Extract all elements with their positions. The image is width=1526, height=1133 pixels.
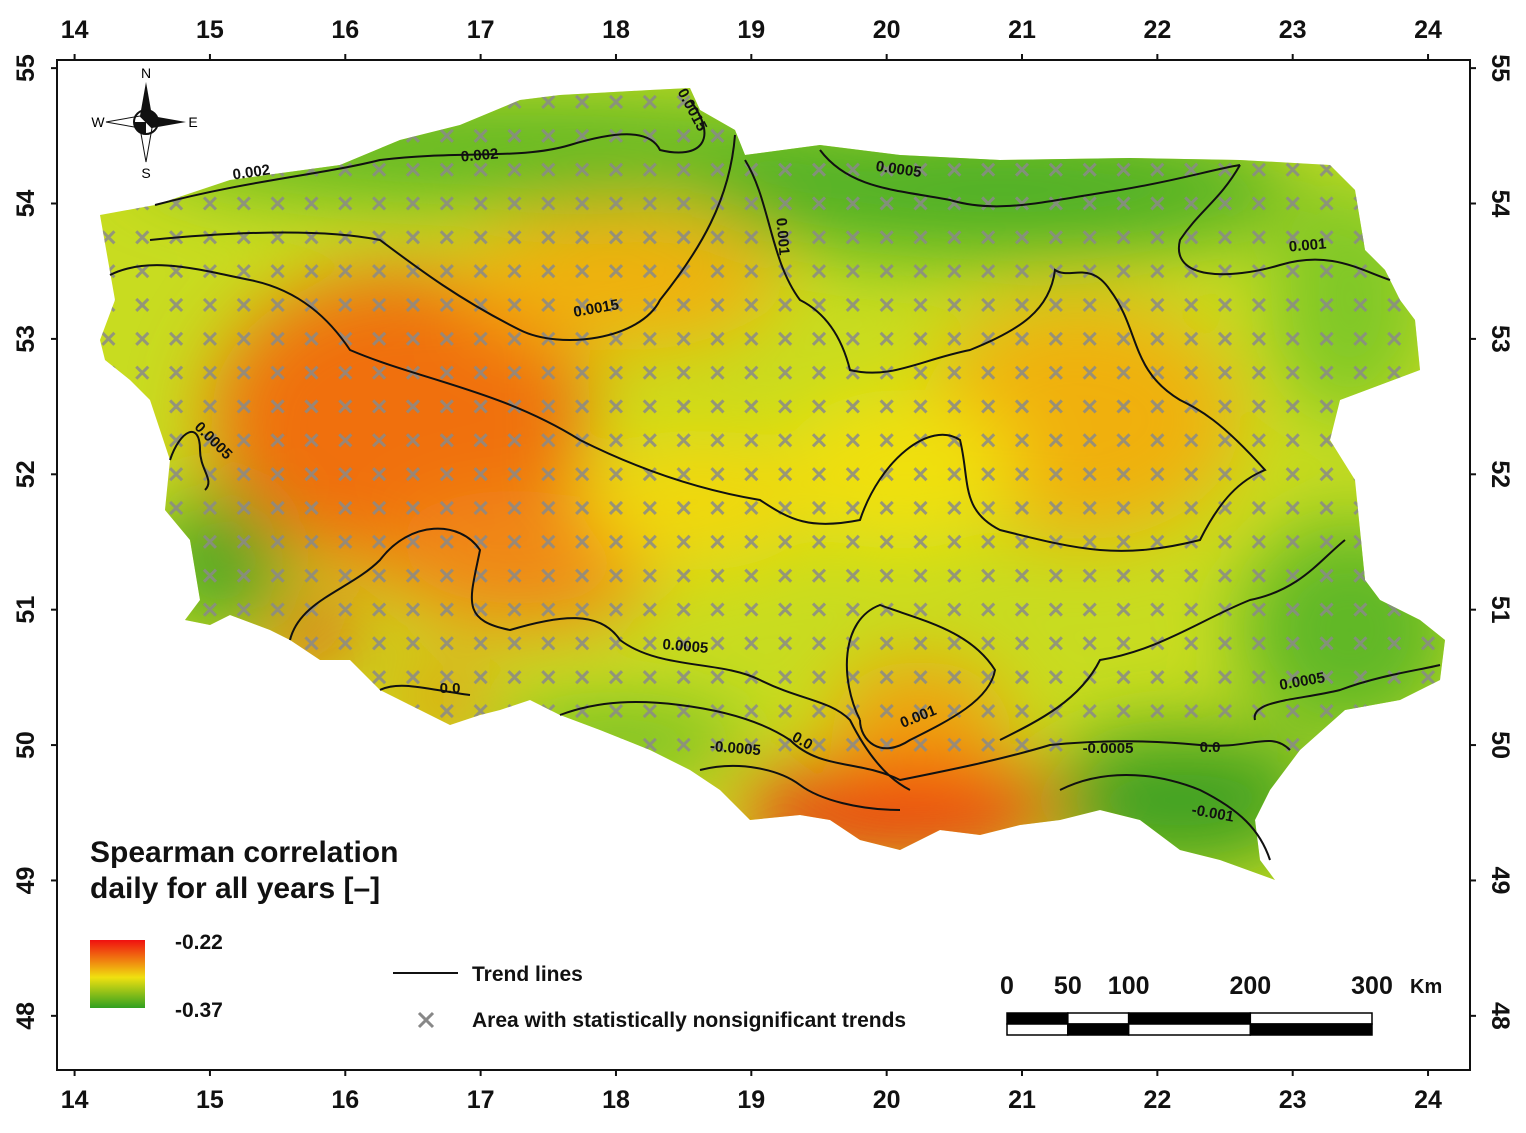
scale-unit: Km <box>1410 976 1442 998</box>
y-tick-label: 54 <box>12 190 40 218</box>
y-tick-label: 53 <box>1486 325 1514 353</box>
x-tick-label: 21 <box>1008 1086 1036 1114</box>
scale-segment <box>1067 1012 1130 1025</box>
x-tick-label: 22 <box>1143 1086 1171 1114</box>
x-tick-label: 20 <box>873 16 901 44</box>
y-tick-label: 52 <box>12 460 40 488</box>
x-tick-label: 16 <box>331 16 359 44</box>
contour-label: 0.0 <box>440 680 461 697</box>
scale-label: 300 <box>1351 972 1393 1000</box>
compass-w: W <box>91 114 105 130</box>
x-tick-label: 19 <box>737 1086 765 1114</box>
compass-e: E <box>188 114 197 130</box>
x-tick-label: 24 <box>1414 16 1442 44</box>
contour-label: 0.001 <box>1288 235 1327 255</box>
contour-label: 0.001 <box>772 217 792 256</box>
x-tick-label: 18 <box>602 1086 630 1114</box>
y-tick-label: 51 <box>1486 596 1514 624</box>
trend-lines <box>109 99 1441 861</box>
scale-bar: Km 0 50 100 200 300 <box>1000 972 1442 1036</box>
x-tick-label: 23 <box>1279 1086 1307 1114</box>
scale-segment <box>1127 1023 1252 1036</box>
contour-label: -0.0005 <box>709 738 761 759</box>
map-frame <box>56 59 1471 1071</box>
legend-nonsignificant: Area with statistically nonsignificant t… <box>472 1009 906 1032</box>
y-tick-label: 50 <box>1486 731 1514 759</box>
contour-label: -0.0005 <box>1083 740 1134 757</box>
contour-label: 0.0005 <box>662 636 709 657</box>
y-tick-label: 55 <box>12 54 40 82</box>
scale-segment <box>1249 1012 1373 1025</box>
scale-segment <box>1067 1023 1130 1036</box>
x-tick-label: 21 <box>1008 16 1036 44</box>
scale-segment <box>1006 1012 1069 1025</box>
y-tick-label: 54 <box>1486 190 1514 218</box>
x-tick-label: 15 <box>196 16 224 44</box>
x-tick-label: 23 <box>1279 16 1307 44</box>
legend-trend: Trend lines <box>472 963 583 986</box>
contour-label: 0.002 <box>232 162 272 184</box>
scale-segment <box>1006 1023 1069 1036</box>
axes: 14 14 15 15 16 16 17 17 18 18 19 19 20 20 21 21 22 22 23 23… <box>12 16 1514 1114</box>
x-tick-label: 17 <box>467 1086 495 1114</box>
compass: N S W E <box>91 65 197 181</box>
compass-n: N <box>141 65 151 81</box>
legend-title: daily for all years [–] <box>90 872 380 905</box>
color-ramp <box>90 940 145 1008</box>
y-tick-label: 52 <box>1486 460 1514 488</box>
x-tick-label: 22 <box>1143 16 1171 44</box>
x-tick-label: 16 <box>331 1086 359 1114</box>
cross-key <box>417 1011 435 1029</box>
x-tick-label: 14 <box>61 16 89 44</box>
scale-label: 50 <box>1054 972 1082 1000</box>
y-tick-label: 48 <box>12 1002 40 1030</box>
legend-max: -0.22 <box>175 931 223 954</box>
compass-s: S <box>141 165 150 181</box>
y-tick-label: 51 <box>12 596 40 624</box>
x-tick-label: 15 <box>196 1086 224 1114</box>
y-tick-label: 49 <box>1486 867 1514 895</box>
legend-min: -0.37 <box>175 999 223 1022</box>
y-tick-label: 50 <box>12 731 40 759</box>
contour-label: 0.002 <box>460 145 499 165</box>
contour-label: 0.0005 <box>875 158 923 181</box>
y-tick-label: 49 <box>12 867 40 895</box>
legend-title: Spearman correlation <box>90 836 398 869</box>
scale-label: 100 <box>1108 972 1150 1000</box>
contour-label: 0.0 <box>1200 739 1221 756</box>
x-tick-label: 18 <box>602 16 630 44</box>
y-tick-label: 48 <box>1486 1002 1514 1030</box>
scale-segment <box>1249 1023 1373 1036</box>
y-tick-label: 53 <box>12 325 40 353</box>
x-tick-label: 24 <box>1414 1086 1442 1114</box>
scale-label: 0 <box>1000 972 1014 1000</box>
legend: Spearman correlation daily for all years… <box>90 836 906 1032</box>
x-tick-label: 20 <box>873 1086 901 1114</box>
scale-segment <box>1127 1012 1252 1025</box>
x-tick-label: 19 <box>737 16 765 44</box>
x-tick-label: 17 <box>467 16 495 44</box>
y-tick-label: 55 <box>1486 54 1514 82</box>
x-tick-label: 14 <box>61 1086 89 1114</box>
scale-label: 200 <box>1229 972 1271 1000</box>
